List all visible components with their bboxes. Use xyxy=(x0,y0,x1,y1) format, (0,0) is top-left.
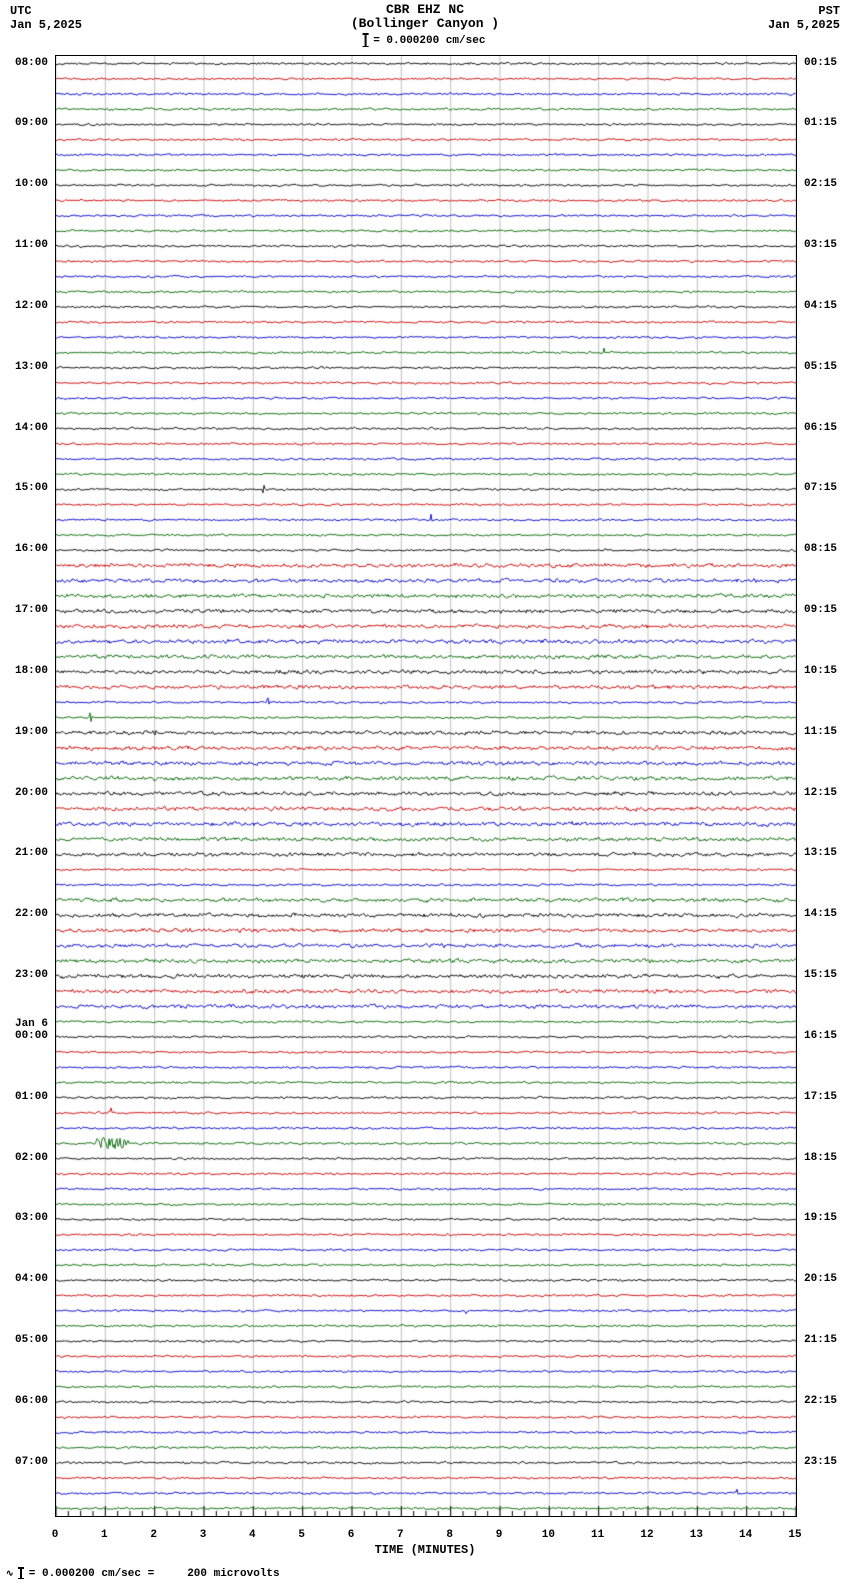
utc-time-label: 19:00 xyxy=(15,726,48,738)
utc-time-label: 08:00 xyxy=(15,57,48,69)
scale-bar-icon xyxy=(20,1567,22,1579)
pst-time-label: 23:15 xyxy=(804,1456,837,1468)
utc-time-label: 05:00 xyxy=(15,1334,48,1346)
pst-time-label: 16:15 xyxy=(804,1030,837,1042)
x-tick-label: 5 xyxy=(298,1529,305,1541)
scale-text: = 0.000200 cm/sec xyxy=(373,35,485,47)
utc-time-label: 10:00 xyxy=(15,178,48,190)
footer-scale: ∿ = 0.000200 cm/sec = 200 microvolts xyxy=(6,1567,280,1580)
utc-date: Jan 5,2025 xyxy=(10,18,82,32)
pst-time-label: 12:15 xyxy=(804,787,837,799)
utc-time-label: 11:00 xyxy=(15,239,48,251)
utc-time-label: 23:00 xyxy=(15,969,48,981)
utc-time-label: 18:00 xyxy=(15,665,48,677)
pst-time-label: 10:15 xyxy=(804,665,837,677)
x-tick-label: 3 xyxy=(200,1529,207,1541)
pst-time-label: 09:15 xyxy=(804,604,837,616)
station-location: (Bollinger Canyon ) xyxy=(351,16,499,31)
utc-time-label: 20:00 xyxy=(15,787,48,799)
date-marker: Jan 6 xyxy=(15,1018,48,1030)
pst-time-label: 07:15 xyxy=(804,482,837,494)
utc-time-label: 01:00 xyxy=(15,1091,48,1103)
pst-time-label: 20:15 xyxy=(804,1273,837,1285)
pst-time-label: 22:15 xyxy=(804,1395,837,1407)
pst-time-label: 14:15 xyxy=(804,908,837,920)
scale-bar-icon xyxy=(365,33,367,47)
utc-time-label: 04:00 xyxy=(15,1273,48,1285)
utc-time-label: 12:00 xyxy=(15,300,48,312)
utc-time-axis: 08:00 09:00 10:00 11:00 12:00 13:00 14:00 15:00… xyxy=(0,55,52,1515)
utc-time-label: 14:00 xyxy=(15,422,48,434)
seismogram-container: UTC Jan 5,2025 PST Jan 5,2025 CBR EHZ NC… xyxy=(0,0,850,1584)
x-axis: TIME (MINUTES) 0123456789101112131415 xyxy=(55,1515,795,1565)
header: UTC Jan 5,2025 PST Jan 5,2025 CBR EHZ NC… xyxy=(0,0,850,55)
utc-time-label: 15:00 xyxy=(15,482,48,494)
pst-time-label: 21:15 xyxy=(804,1334,837,1346)
pst-time-label: 19:15 xyxy=(804,1212,837,1224)
footer-text-left: = 0.000200 cm/sec = xyxy=(29,1568,154,1580)
seismogram-plot xyxy=(55,55,797,1517)
utc-time-label: 17:00 xyxy=(15,604,48,616)
utc-time-label: 06:00 xyxy=(15,1395,48,1407)
x-tick-label: 13 xyxy=(690,1529,703,1541)
x-tick-label: 12 xyxy=(640,1529,653,1541)
utc-time-label: 00:00 xyxy=(15,1030,48,1042)
scale-indicator: = 0.000200 cm/sec xyxy=(365,33,486,47)
pst-time-label: 08:15 xyxy=(804,543,837,555)
x-tick-label: 14 xyxy=(739,1529,752,1541)
pst-time-label: 06:15 xyxy=(804,422,837,434)
pst-time-label: 05:15 xyxy=(804,361,837,373)
utc-time-label: 16:00 xyxy=(15,543,48,555)
utc-time-label: 21:00 xyxy=(15,847,48,859)
x-tick-label: 8 xyxy=(446,1529,453,1541)
x-tick-label: 7 xyxy=(397,1529,404,1541)
x-tick-label: 1 xyxy=(101,1529,108,1541)
x-tick-label: 15 xyxy=(788,1529,801,1541)
x-tick-label: 10 xyxy=(542,1529,555,1541)
pst-time-label: 02:15 xyxy=(804,178,837,190)
x-axis-label: TIME (MINUTES) xyxy=(375,1543,476,1557)
utc-time-label: 02:00 xyxy=(15,1152,48,1164)
utc-time-label: 13:00 xyxy=(15,361,48,373)
station-code: CBR EHZ NC xyxy=(386,2,464,17)
pst-time-label: 00:15 xyxy=(804,57,837,69)
pst-time-label: 03:15 xyxy=(804,239,837,251)
utc-time-label: 07:00 xyxy=(15,1456,48,1468)
x-tick-label: 2 xyxy=(150,1529,157,1541)
pst-time-label: 17:15 xyxy=(804,1091,837,1103)
utc-time-label: 09:00 xyxy=(15,117,48,129)
utc-time-label: 03:00 xyxy=(15,1212,48,1224)
x-tick-label: 6 xyxy=(348,1529,355,1541)
x-tick-label: 9 xyxy=(496,1529,503,1541)
pst-date: Jan 5,2025 xyxy=(768,18,840,32)
pst-time-label: 13:15 xyxy=(804,847,837,859)
pst-time-label: 04:15 xyxy=(804,300,837,312)
x-tick-label: 4 xyxy=(249,1529,256,1541)
pst-label: PST xyxy=(818,4,840,18)
utc-time-label: 22:00 xyxy=(15,908,48,920)
pst-time-label: 18:15 xyxy=(804,1152,837,1164)
x-tick-label: 0 xyxy=(52,1529,59,1541)
pst-time-label: 11:15 xyxy=(804,726,837,738)
pst-time-label: 15:15 xyxy=(804,969,837,981)
footer-text-right: 200 microvolts xyxy=(187,1568,279,1580)
pst-time-axis: 00:15 01:15 02:15 03:15 04:15 05:15 06:15 07:15… xyxy=(800,55,850,1515)
pst-time-label: 01:15 xyxy=(804,117,837,129)
utc-label: UTC xyxy=(10,4,32,18)
x-tick-label: 11 xyxy=(591,1529,604,1541)
